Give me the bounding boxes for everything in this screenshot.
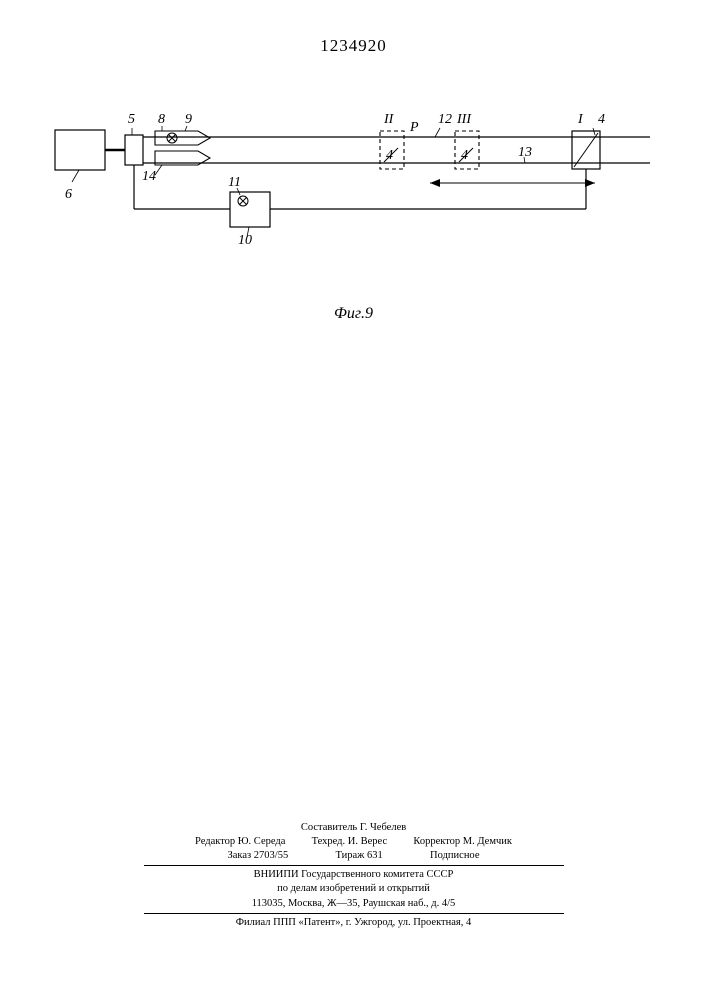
schematic-diagram: 6 5 8 9 14 11 10 II Р 12 III 4 4 I 4 13 [50, 115, 660, 275]
label-6: 6 [65, 187, 72, 203]
footer-block: Составитель Г. Чебелев Редактор Ю. Серед… [0, 821, 707, 930]
footer-editor: Редактор Ю. Середа [195, 836, 285, 847]
block-5 [125, 135, 143, 165]
label-11: 11 [228, 175, 241, 191]
footer-rule [144, 865, 564, 866]
label-12: 12 [438, 112, 452, 128]
footer-org1: ВНИИПИ Государственного комитета СССР [0, 868, 707, 882]
footer-rule-2 [144, 913, 564, 914]
block-6 [55, 130, 105, 170]
arrow-right-head [585, 179, 595, 187]
label-II: II [384, 112, 393, 128]
leader-6 [72, 170, 79, 182]
block-10 [230, 192, 270, 227]
label-I: I [578, 112, 583, 128]
label-5: 5 [128, 112, 135, 128]
lamp-housing-9 [155, 131, 210, 145]
footer-subscribed: Подписное [430, 850, 479, 861]
footer-row2: Редактор Ю. Середа Техред. И. Верес Корр… [0, 835, 707, 849]
footer-compiler: Составитель Г. Чебелев [0, 821, 707, 835]
arrow-left-head [430, 179, 440, 187]
label-4c: 4 [598, 112, 605, 128]
footer-org2: по делам изобретений и открытий [0, 882, 707, 896]
footer-addr: 113035, Москва, Ж—35, Раушская наб., д. … [0, 897, 707, 911]
footer-branch: Филиал ППП «Патент», г. Ужгород, ул. Про… [0, 916, 707, 930]
footer-order: Заказ 2703/55 [228, 850, 289, 861]
block-I-diag [574, 133, 598, 167]
leader-12 [435, 128, 440, 137]
footer-row3: Заказ 2703/55 Тираж 631 Подписное [0, 849, 707, 863]
label-10: 10 [238, 233, 252, 249]
label-13: 13 [518, 145, 532, 161]
label-P: Р [410, 120, 419, 136]
label-4a: 4 [386, 148, 393, 164]
label-9: 9 [185, 112, 192, 128]
label-4b: 4 [461, 148, 468, 164]
figure-label: Фиг.9 [334, 305, 373, 323]
diagram-svg [50, 115, 660, 275]
label-III: III [457, 112, 471, 128]
label-14: 14 [142, 169, 156, 185]
page-number: 1234920 [320, 36, 387, 56]
label-8: 8 [158, 112, 165, 128]
footer-corrector: Корректор М. Демчик [413, 836, 512, 847]
leader-14 [155, 165, 162, 175]
footer-techred: Техред. И. Верес [312, 836, 387, 847]
footer-tirage: Тираж 631 [335, 850, 382, 861]
